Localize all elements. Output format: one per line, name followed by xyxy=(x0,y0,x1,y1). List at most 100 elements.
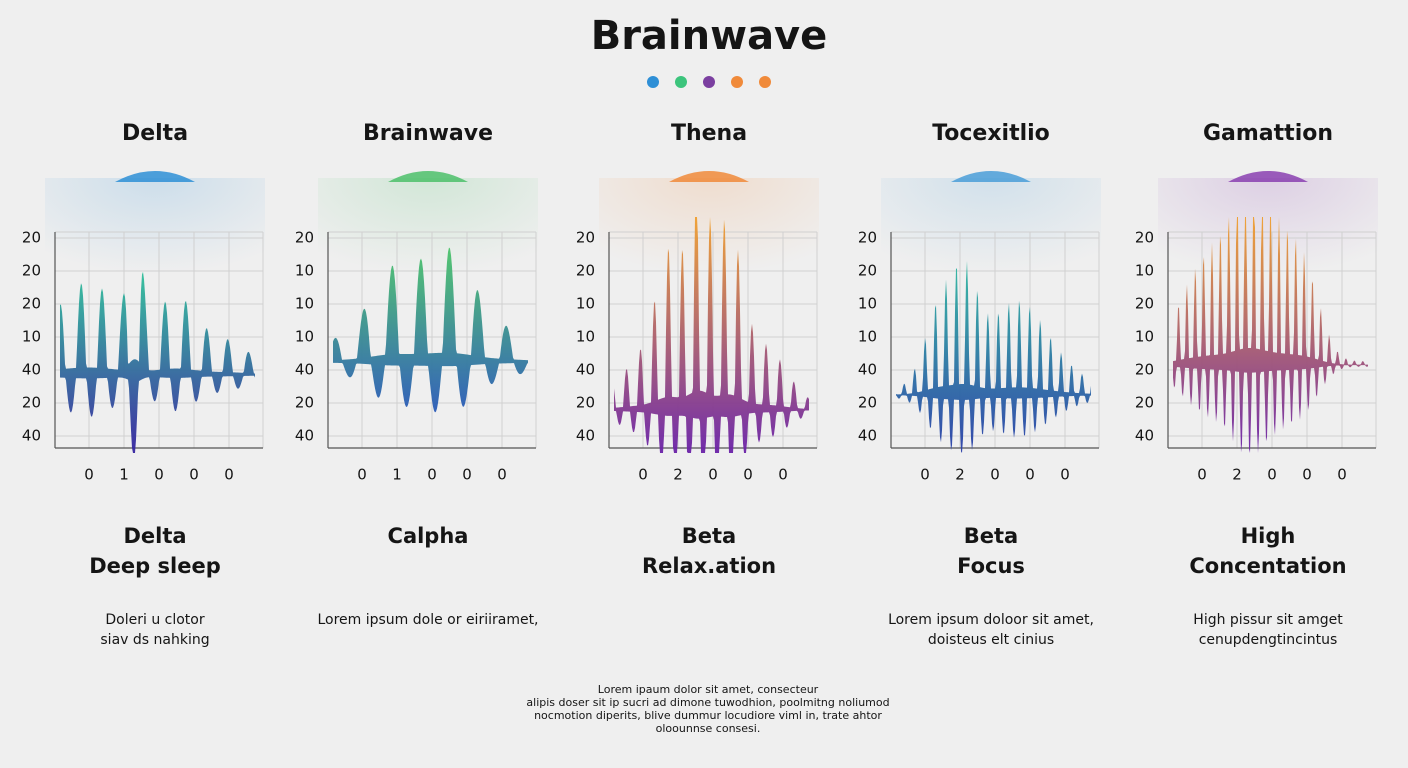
y-label: 40 xyxy=(858,427,877,445)
dot xyxy=(647,76,659,88)
panel-heading: Brainwave xyxy=(363,121,493,146)
x-label: 0 xyxy=(778,466,788,484)
y-label: 20 xyxy=(1135,229,1154,247)
y-label: 40 xyxy=(576,427,595,445)
description: Lorem ipsum doloor sit amet, xyxy=(888,612,1094,628)
caption: Focus xyxy=(957,554,1025,578)
caption: Deep sleep xyxy=(89,554,220,578)
y-label: 10 xyxy=(295,328,314,346)
description: siav ds nahking xyxy=(100,632,209,648)
y-label: 20 xyxy=(295,394,314,412)
y-label: 20 xyxy=(1135,295,1154,313)
y-label: 20 xyxy=(22,262,41,280)
x-label: 2 xyxy=(955,466,965,484)
x-label: 1 xyxy=(119,466,129,484)
caption: Delta xyxy=(123,524,186,548)
x-label: 0 xyxy=(743,466,753,484)
description: cenupdengtincintus xyxy=(1199,632,1338,648)
y-label: 20 xyxy=(858,262,877,280)
y-label: 10 xyxy=(1135,262,1154,280)
x-label: 0 xyxy=(1197,466,1207,484)
x-label: 2 xyxy=(1232,466,1242,484)
dot xyxy=(731,76,743,88)
waveform xyxy=(60,271,255,453)
x-label: 0 xyxy=(638,466,648,484)
caption: Beta xyxy=(964,524,1018,548)
x-label: 0 xyxy=(427,466,437,484)
x-label: 0 xyxy=(920,466,930,484)
x-label: 1 xyxy=(392,466,402,484)
waveform xyxy=(614,217,809,453)
y-label: 10 xyxy=(858,295,877,313)
x-label: 0 xyxy=(1025,466,1035,484)
y-label: 20 xyxy=(576,394,595,412)
y-label: 40 xyxy=(22,361,41,379)
description: Lorem ipsum dole or eiriiramet, xyxy=(317,612,538,628)
caption: High xyxy=(1241,524,1296,548)
glow-arc xyxy=(115,171,195,182)
x-label: 0 xyxy=(1337,466,1347,484)
y-label: 10 xyxy=(1135,328,1154,346)
y-label: 20 xyxy=(1135,394,1154,412)
x-label: 0 xyxy=(189,466,199,484)
caption: Relax.ation xyxy=(642,554,776,578)
waveform xyxy=(333,247,528,413)
dots xyxy=(647,76,771,88)
dot xyxy=(759,76,771,88)
x-label: 0 xyxy=(990,466,1000,484)
x-label: 0 xyxy=(1060,466,1070,484)
description: doisteus elt cinius xyxy=(928,632,1054,648)
dot xyxy=(703,76,715,88)
x-label: 0 xyxy=(1267,466,1277,484)
caption: Beta xyxy=(682,524,736,548)
waveform xyxy=(896,260,1091,453)
y-label: 10 xyxy=(295,295,314,313)
description: Doleri u clotor xyxy=(105,612,204,628)
caption: Concentation xyxy=(1189,554,1346,578)
x-label: 2 xyxy=(673,466,683,484)
waveform xyxy=(1173,217,1368,453)
y-label: 10 xyxy=(576,295,595,313)
y-label: 40 xyxy=(858,361,877,379)
y-label: 40 xyxy=(1135,427,1154,445)
x-label: 0 xyxy=(462,466,472,484)
y-label: 40 xyxy=(22,427,41,445)
panel-heading: Gamattion xyxy=(1203,121,1333,146)
y-label: 10 xyxy=(858,328,877,346)
dot xyxy=(675,76,687,88)
footer-line: oloounnse consesi. xyxy=(656,722,761,735)
glow-arc xyxy=(1228,171,1308,182)
panel-heading: Thena xyxy=(671,121,747,146)
caption: Calpha xyxy=(388,524,469,548)
glow-arc xyxy=(669,171,749,182)
y-label: 20 xyxy=(576,262,595,280)
y-label: 20 xyxy=(858,229,877,247)
glow-arc xyxy=(388,171,468,182)
y-label: 20 xyxy=(1135,361,1154,379)
y-label: 20 xyxy=(22,295,41,313)
footer-line: alipis doser sit ip sucri ad dimone tuwo… xyxy=(526,696,889,709)
panel-heading: Tocexitlio xyxy=(932,121,1050,146)
x-label: 0 xyxy=(154,466,164,484)
footer-line: nocmotion diperits, blive dummur locudio… xyxy=(534,709,882,722)
glow-arc xyxy=(951,171,1031,182)
y-label: 10 xyxy=(576,328,595,346)
x-label: 0 xyxy=(708,466,718,484)
y-label: 40 xyxy=(295,361,314,379)
panel-heading: Delta xyxy=(122,121,188,146)
x-label: 0 xyxy=(224,466,234,484)
y-label: 20 xyxy=(22,394,41,412)
x-label: 0 xyxy=(497,466,507,484)
description: High pissur sit amget xyxy=(1193,612,1343,628)
x-label: 0 xyxy=(1302,466,1312,484)
x-label: 0 xyxy=(84,466,94,484)
y-label: 20 xyxy=(22,229,41,247)
y-label: 40 xyxy=(576,361,595,379)
